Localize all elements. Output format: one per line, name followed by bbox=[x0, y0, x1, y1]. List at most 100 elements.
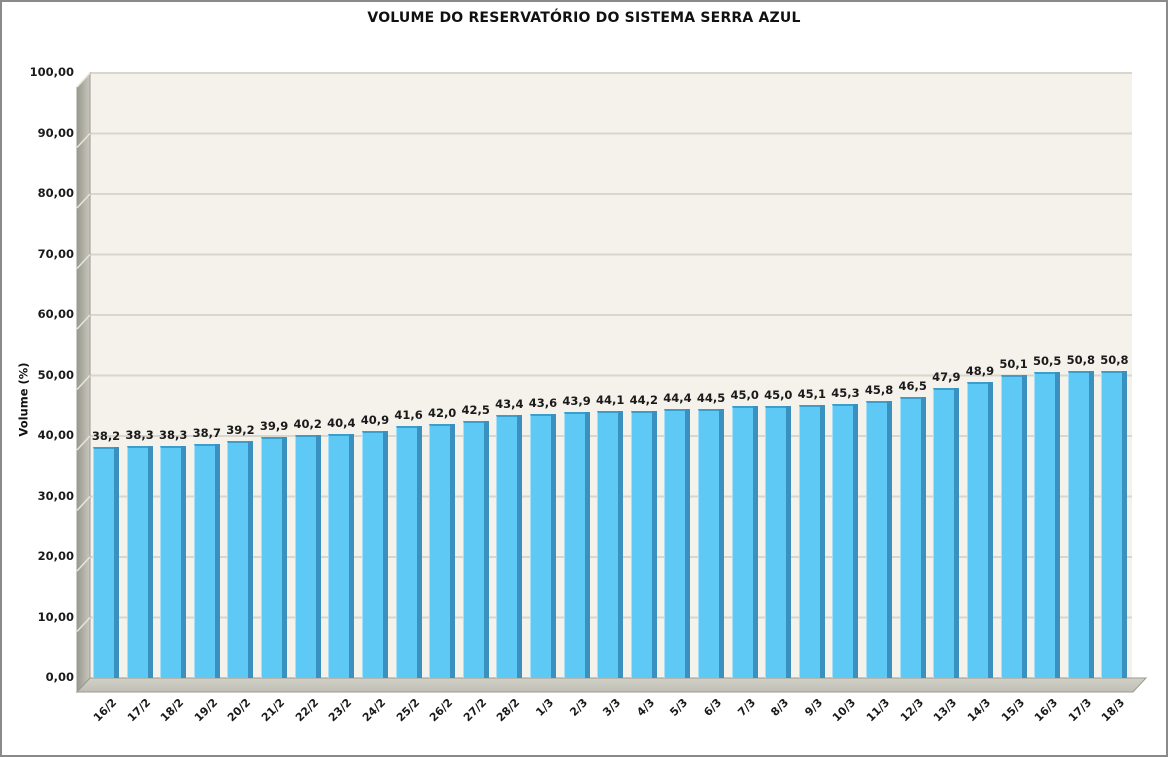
bar bbox=[866, 400, 893, 678]
bar-side-face bbox=[1088, 370, 1094, 678]
bar bbox=[1000, 374, 1027, 678]
bar bbox=[462, 420, 489, 678]
bar-value-label: 45,3 bbox=[831, 385, 860, 400]
bar bbox=[361, 430, 388, 678]
bar bbox=[798, 405, 825, 678]
bar-value-label: 46,5 bbox=[898, 378, 927, 393]
bar-value-label: 42,0 bbox=[427, 405, 457, 420]
bar bbox=[126, 446, 153, 678]
bar-side-face bbox=[853, 403, 859, 678]
bar-value-label: 43,4 bbox=[495, 397, 524, 412]
bar-value-label: 45,0 bbox=[730, 387, 759, 402]
bar-side-face bbox=[954, 388, 960, 678]
wall-depth-tick bbox=[76, 132, 91, 149]
bar bbox=[529, 414, 556, 678]
bar-value-label: 38,3 bbox=[125, 428, 154, 443]
bar-side-face bbox=[685, 409, 691, 678]
y-axis-tick-label: 70,00 bbox=[37, 246, 74, 261]
bar bbox=[966, 382, 993, 678]
bar bbox=[933, 388, 960, 678]
bar-side-face bbox=[147, 446, 153, 678]
bar-side-face bbox=[282, 436, 288, 678]
wall-depth-tick bbox=[76, 435, 91, 451]
bar-side-face bbox=[517, 415, 523, 678]
bar bbox=[731, 405, 758, 678]
bar-value-label: 43,6 bbox=[528, 396, 558, 411]
bar bbox=[664, 409, 691, 678]
bar bbox=[93, 446, 119, 678]
y-axis-tick-label: 60,00 bbox=[37, 307, 74, 321]
bar-side-face bbox=[920, 396, 926, 678]
bar-value-label: 50,8 bbox=[1100, 352, 1129, 367]
bar-value-label: 45,8 bbox=[864, 382, 894, 397]
wall-depth-tick bbox=[76, 556, 91, 572]
bar bbox=[563, 412, 590, 678]
bar-side-face bbox=[416, 426, 422, 678]
bar bbox=[328, 433, 355, 678]
bar-side-face bbox=[1021, 374, 1027, 678]
bar-value-label: 44,4 bbox=[663, 391, 692, 406]
bar-side-face bbox=[1055, 372, 1061, 678]
bar bbox=[395, 426, 422, 678]
bar-side-face bbox=[315, 434, 321, 678]
bar-value-label: 39,2 bbox=[226, 422, 255, 437]
bar-side-face bbox=[382, 430, 388, 678]
wall-depth-tick bbox=[76, 314, 91, 330]
bar bbox=[429, 423, 456, 678]
bar bbox=[193, 443, 220, 678]
wall-depth-tick bbox=[76, 616, 91, 633]
bar-value-label: 42,5 bbox=[461, 402, 490, 417]
bar-value-label: 44,2 bbox=[629, 392, 658, 407]
bar-side-face bbox=[450, 423, 456, 678]
bar bbox=[227, 440, 254, 678]
bar-value-label: 43,9 bbox=[562, 394, 591, 409]
bar bbox=[496, 415, 523, 678]
bar bbox=[294, 434, 321, 678]
wall-depth-tick bbox=[76, 495, 91, 512]
bar-side-face bbox=[248, 440, 254, 678]
bar-side-face bbox=[752, 405, 758, 678]
bar-value-label: 39,9 bbox=[259, 418, 289, 433]
bar-value-label: 45,0 bbox=[764, 387, 793, 402]
y-axis-tick-label: 10,00 bbox=[37, 609, 74, 624]
bar bbox=[899, 396, 926, 678]
bar-side-face bbox=[214, 443, 220, 678]
bar-value-label: 50,8 bbox=[1066, 352, 1095, 367]
chart-title: VOLUME DO RESERVATÓRIO DO SISTEMA SERRA … bbox=[367, 10, 801, 26]
bar-value-label: 44,1 bbox=[596, 393, 625, 408]
bar-value-label: 44,5 bbox=[696, 390, 726, 405]
bar-side-face bbox=[618, 411, 624, 678]
bar bbox=[765, 405, 792, 678]
bar bbox=[630, 410, 657, 678]
bar-value-label: 47,9 bbox=[932, 370, 961, 385]
y-axis-tick-label: 90,00 bbox=[37, 125, 74, 140]
bar-side-face bbox=[1122, 370, 1128, 678]
wall-depth-tick bbox=[76, 253, 91, 270]
bar-side-face bbox=[987, 382, 993, 678]
y-axis-tick-label: 80,00 bbox=[37, 186, 74, 200]
bar bbox=[832, 403, 859, 678]
wall-depth-tick bbox=[76, 193, 91, 209]
chart-floor bbox=[75, 677, 1148, 693]
wall-depth-tick bbox=[76, 72, 91, 88]
bar-value-label: 50,1 bbox=[999, 356, 1028, 371]
bar-side-face bbox=[887, 400, 893, 678]
bar bbox=[597, 411, 624, 678]
bar-side-face bbox=[483, 420, 489, 678]
bar bbox=[1067, 370, 1094, 678]
y-axis-tick-label: 0,00 bbox=[45, 670, 74, 684]
bar bbox=[698, 408, 725, 678]
bar-side-face bbox=[651, 410, 657, 678]
bar-value-label: 40,9 bbox=[360, 412, 390, 427]
bar-value-label: 41,6 bbox=[394, 408, 423, 423]
bar-side-face bbox=[550, 414, 556, 678]
bar-value-label: 38,2 bbox=[91, 428, 121, 443]
bar bbox=[1101, 370, 1128, 678]
bar-value-label: 40,2 bbox=[293, 416, 322, 431]
bar-side-face bbox=[819, 405, 825, 678]
bar-value-label: 48,9 bbox=[965, 364, 995, 379]
y-axis-tick-label: 100,00 bbox=[29, 65, 74, 79]
y-axis-tick-label: 50,00 bbox=[37, 367, 74, 382]
bar-side-face bbox=[349, 433, 355, 678]
